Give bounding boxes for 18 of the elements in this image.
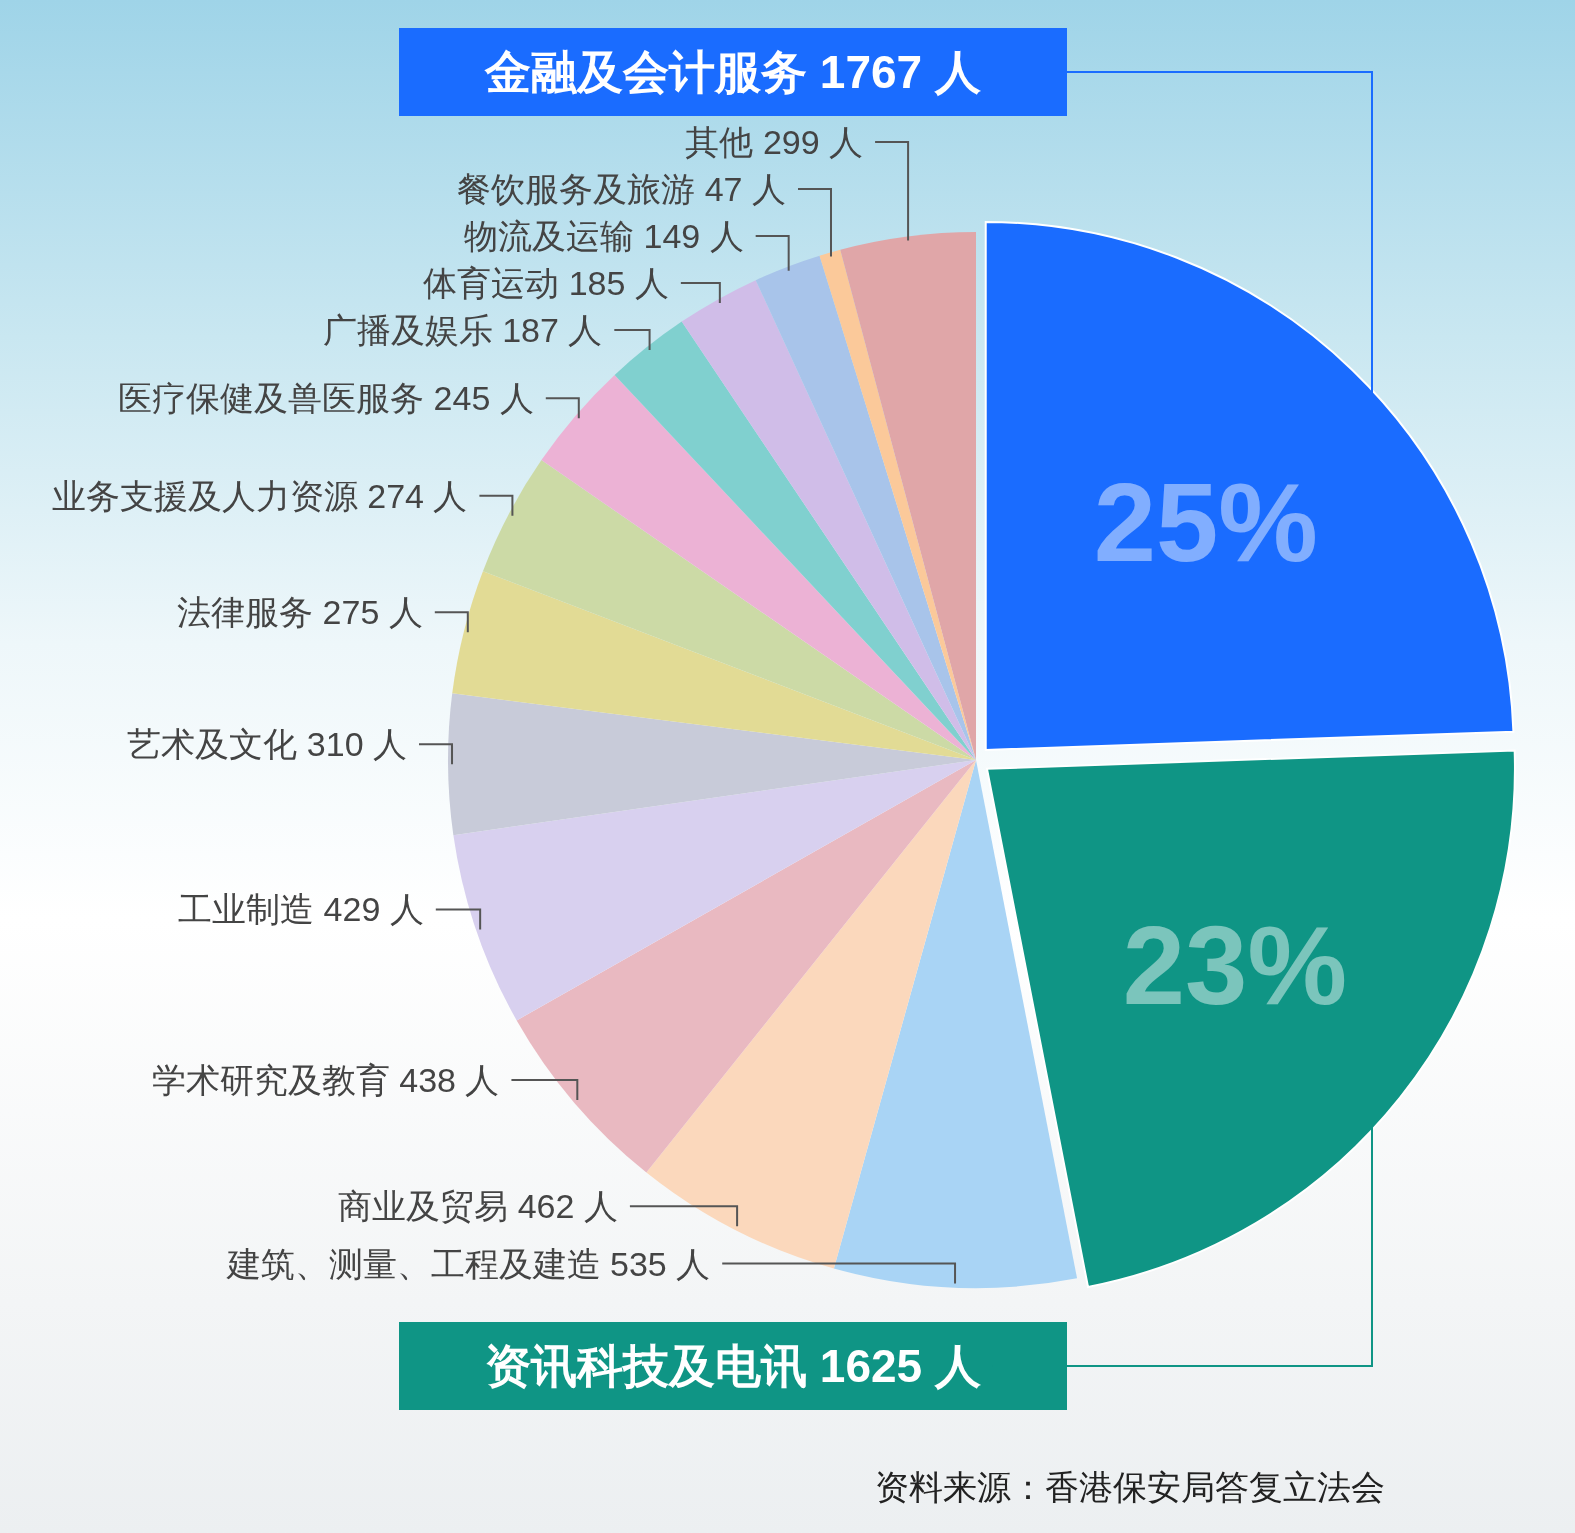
slice-label: 艺术及文化 310 人 bbox=[127, 725, 408, 764]
slice-label: 建筑、测量、工程及建造 535 人 bbox=[225, 1244, 711, 1283]
text: 资料来源：香港保安局答复立法会 bbox=[875, 1468, 1385, 1506]
slice-label: 其他 299 人 bbox=[685, 122, 864, 161]
slice-label: 物流及运输 149 人 bbox=[464, 216, 744, 255]
text: 23% bbox=[1122, 903, 1347, 1029]
text: 25% bbox=[1093, 459, 1318, 585]
slice-label: 工业制造 429 人 bbox=[178, 890, 424, 929]
slice-label: 业务支援及人力资源 274 人 bbox=[51, 476, 468, 515]
slice-label: 商业及贸易 462 人 bbox=[338, 1187, 618, 1226]
slice-label: 餐饮服务及旅游 47 人 bbox=[457, 169, 786, 208]
slice-label: 资讯科技及电讯 1625 人 bbox=[485, 1340, 981, 1392]
slice-label: 医疗保健及兽医服务 245 人 bbox=[118, 379, 534, 418]
slice-label: 体育运动 185 人 bbox=[423, 263, 669, 302]
slice-label: 广播及娱乐 187 人 bbox=[322, 311, 603, 350]
slice-label: 学术研究及教育 438 人 bbox=[151, 1061, 500, 1100]
slice-label: 金融及会计服务 1767 人 bbox=[484, 46, 981, 98]
slice-label: 法律服务 275 人 bbox=[177, 593, 423, 632]
